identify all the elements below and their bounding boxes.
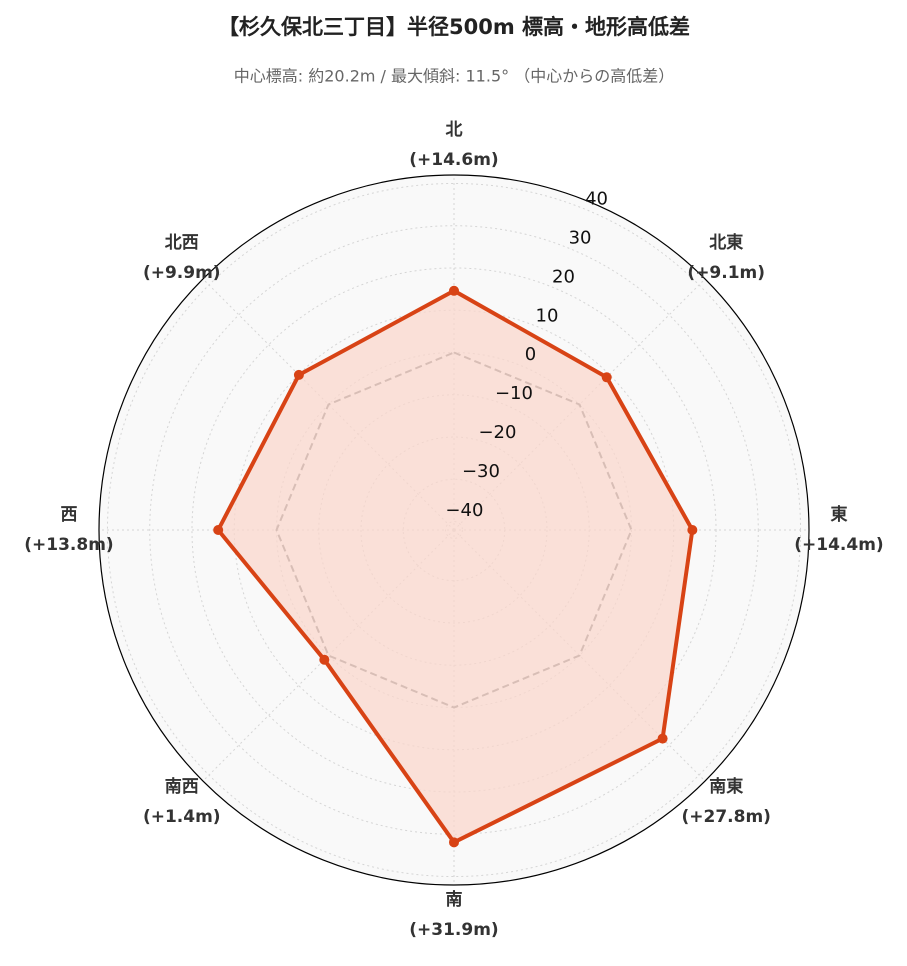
category-label: 北西 [165,233,199,253]
value-label: (+14.6m) [409,150,498,170]
data-point [319,654,330,665]
category-label: 北 [446,120,463,140]
value-label: (+31.9m) [409,920,498,940]
radial-tick-label: 10 [536,305,559,326]
value-label: (+13.8m) [24,535,113,555]
radial-tick-label: 0 [525,344,536,365]
grid-ring [149,225,759,835]
data-point [213,525,224,535]
data-point [449,285,459,296]
value-label: (+27.8m) [682,807,771,827]
category-label: 南東 [709,776,743,797]
data-point [687,525,698,535]
radial-tick-label: 30 [569,228,592,249]
value-label: (+9.9m) [143,263,221,283]
radial-tick-label: −20 [478,422,516,443]
data-point [657,733,668,744]
data-point [449,837,459,848]
category-label: 南西 [165,776,199,797]
category-label: 西 [61,505,78,525]
value-label: (+14.4m) [794,535,883,555]
chart-subtitle: 中心標高: 約20.2m / 最大傾斜: 11.5° （中心からの高低差） [234,67,674,86]
data-point [293,369,304,380]
spoke [202,529,455,782]
data-point [601,372,612,383]
chart-title: 【杉久保北三丁目】半径500m 標高・地形高低差 [218,15,690,39]
spoke [202,278,455,531]
plot-border [98,174,810,886]
category-label: 東 [831,504,848,525]
radial-tick-label: −40 [445,500,483,521]
radial-tick-label: −30 [462,461,500,482]
value-label: (+9.1m) [687,263,765,283]
category-label: 南 [446,889,463,910]
radial-tick-label: 20 [552,266,575,287]
radial-tick-label: −10 [495,383,533,404]
spoke [453,278,706,531]
radial-tick-label: 40 [585,189,608,210]
category-label: 北東 [709,232,743,253]
value-label: (+1.4m) [143,807,221,827]
